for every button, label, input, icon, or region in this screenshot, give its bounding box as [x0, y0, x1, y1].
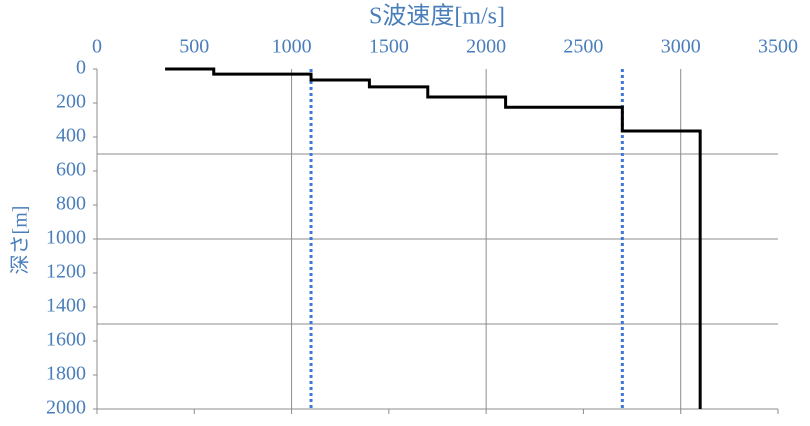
y-tick-label: 1200 — [46, 261, 86, 283]
x-tick-label: 500 — [179, 36, 209, 58]
y-tick-label: 800 — [56, 193, 86, 215]
y-tick-label: 1000 — [46, 227, 86, 249]
x-tick-label: 3500 — [758, 36, 798, 58]
y-tick-label: 1800 — [46, 363, 86, 385]
x-tick-label: 1000 — [272, 36, 312, 58]
x-tick-label: 2000 — [466, 36, 506, 58]
y-tick-label: 1600 — [46, 329, 86, 351]
y-tick-label: 2000 — [46, 397, 86, 419]
y-axis-title: 深さ[m] — [9, 206, 32, 275]
y-tick-label: 200 — [56, 91, 86, 113]
x-tick-label: 1500 — [369, 36, 409, 58]
y-tick-label: 1400 — [46, 295, 86, 317]
x-tick-label: 0 — [92, 36, 102, 58]
data-line — [165, 67, 702, 409]
y-tick-label: 0 — [76, 57, 86, 79]
x-tick-label: 2500 — [563, 36, 603, 58]
y-tick-label: 400 — [56, 125, 86, 147]
x-tick-label: 3000 — [661, 36, 701, 58]
y-tick-label: 600 — [56, 159, 86, 181]
x-axis-title: S波速度[m/s] — [369, 3, 505, 30]
